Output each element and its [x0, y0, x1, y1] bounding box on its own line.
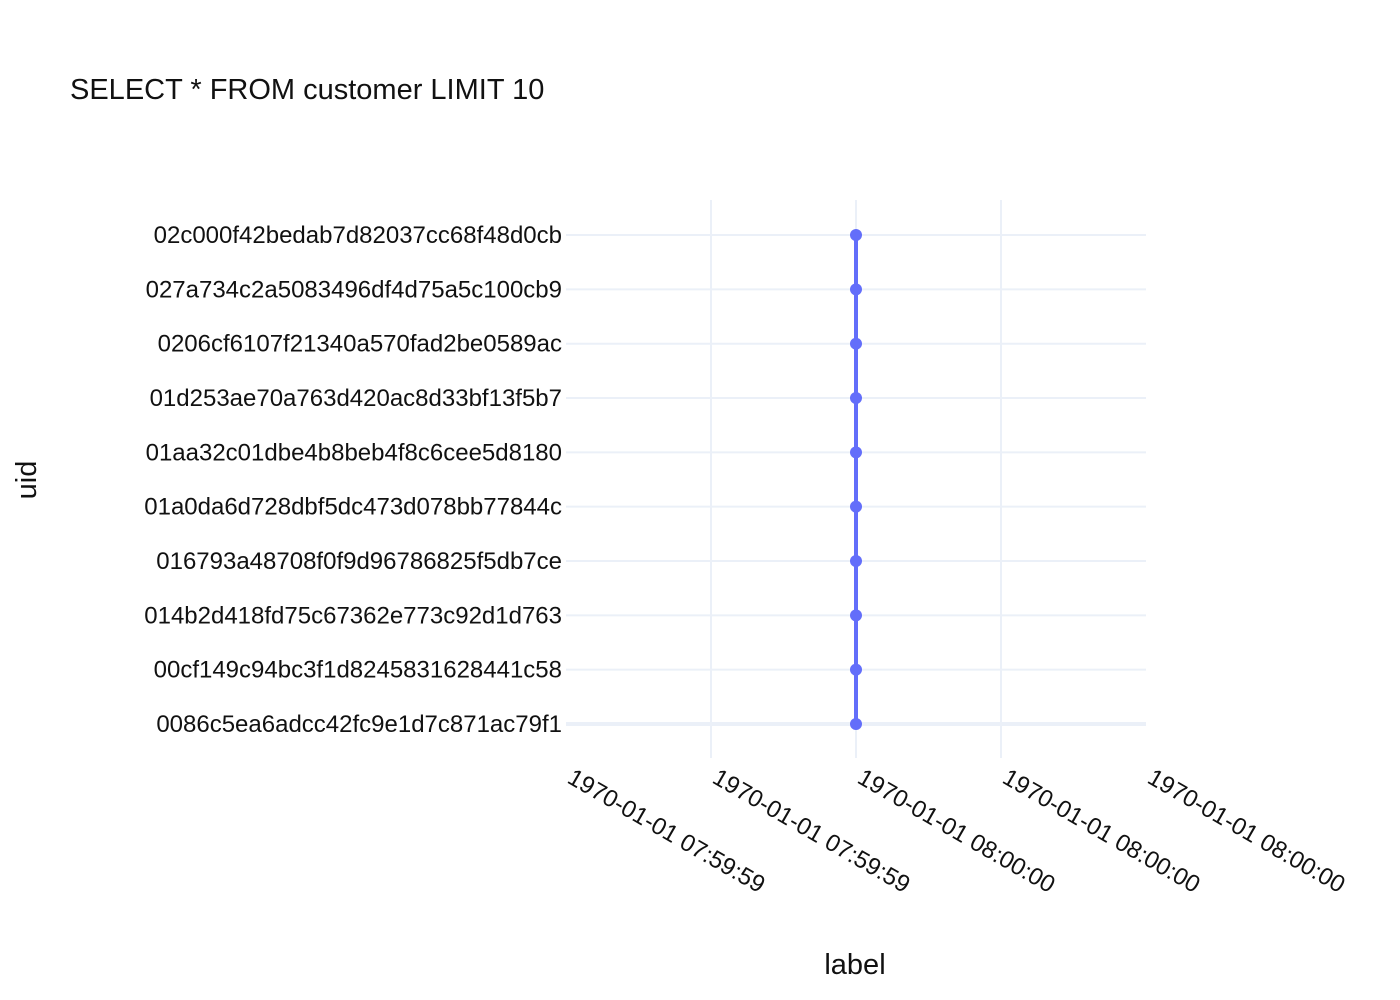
y-tick-label: 01aa32c01dbe4b8beb4f8c6cee5d8180	[146, 439, 562, 466]
data-point	[850, 555, 862, 568]
data-point	[850, 337, 862, 350]
data-point	[850, 229, 862, 242]
data-point	[850, 283, 862, 296]
chart-title: SELECT * FROM customer LIMIT 10	[70, 74, 544, 106]
y-axis-title: uid	[11, 461, 43, 500]
y-tick-label: 0086c5ea6adcc42fc9e1d7c871ac79f1	[156, 711, 562, 738]
y-tick-label: 00cf149c94bc3f1d8245831628441c58	[154, 657, 562, 684]
y-tick-label: 01d253ae70a763d420ac8d33bf13f5b7	[150, 385, 562, 412]
y-tick-label: 02c000f42bedab7d82037cc68f48d0cb	[154, 222, 562, 249]
data-point	[850, 500, 862, 513]
data-point	[850, 609, 862, 622]
x-axis-title: label	[824, 949, 885, 981]
data-point	[850, 718, 862, 730]
y-tick-label: 014b2d418fd75c67362e773c92d1d763	[144, 602, 562, 629]
data-point	[850, 663, 862, 676]
y-tick-labels: 0086c5ea6adcc42fc9e1d7c871ac79f1 00cf149c…	[144, 222, 562, 738]
data-point	[850, 392, 862, 405]
y-tick-label: 027a734c2a5083496df4d75a5c100cb9	[146, 276, 562, 303]
y-tick-label: 01a0da6d728dbf5dc473d078bb77844c	[144, 494, 562, 521]
y-tick-label: 0206cf6107f21340a570fad2be0589ac	[158, 331, 562, 358]
y-tick-label: 016793a48708f0f9d96786825f5db7ce	[156, 548, 562, 575]
data-point	[850, 446, 862, 459]
series-layer	[850, 229, 862, 730]
